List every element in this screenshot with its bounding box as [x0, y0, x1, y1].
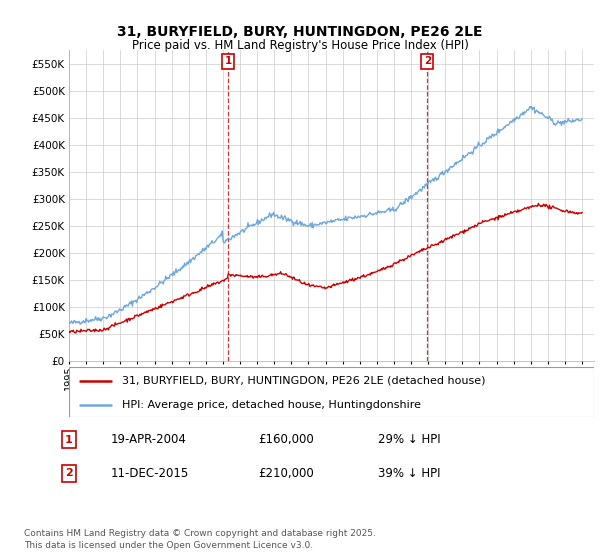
Text: 11-DEC-2015: 11-DEC-2015 [111, 466, 189, 480]
Text: 31, BURYFIELD, BURY, HUNTINGDON, PE26 2LE (detached house): 31, BURYFIELD, BURY, HUNTINGDON, PE26 2L… [121, 376, 485, 386]
Text: 1: 1 [65, 435, 73, 445]
Text: 39% ↓ HPI: 39% ↓ HPI [378, 466, 440, 480]
Text: 19-APR-2004: 19-APR-2004 [111, 433, 187, 446]
Text: 31, BURYFIELD, BURY, HUNTINGDON, PE26 2LE: 31, BURYFIELD, BURY, HUNTINGDON, PE26 2L… [117, 25, 483, 39]
Text: 1: 1 [224, 56, 232, 66]
Text: 2: 2 [65, 468, 73, 478]
Text: Contains HM Land Registry data © Crown copyright and database right 2025.
This d: Contains HM Land Registry data © Crown c… [24, 529, 376, 550]
Text: 29% ↓ HPI: 29% ↓ HPI [378, 433, 440, 446]
FancyBboxPatch shape [69, 367, 594, 417]
Text: £160,000: £160,000 [258, 433, 314, 446]
Text: HPI: Average price, detached house, Huntingdonshire: HPI: Average price, detached house, Hunt… [121, 400, 421, 409]
Text: Price paid vs. HM Land Registry's House Price Index (HPI): Price paid vs. HM Land Registry's House … [131, 39, 469, 52]
Text: £210,000: £210,000 [258, 466, 314, 480]
Text: 2: 2 [424, 56, 431, 66]
